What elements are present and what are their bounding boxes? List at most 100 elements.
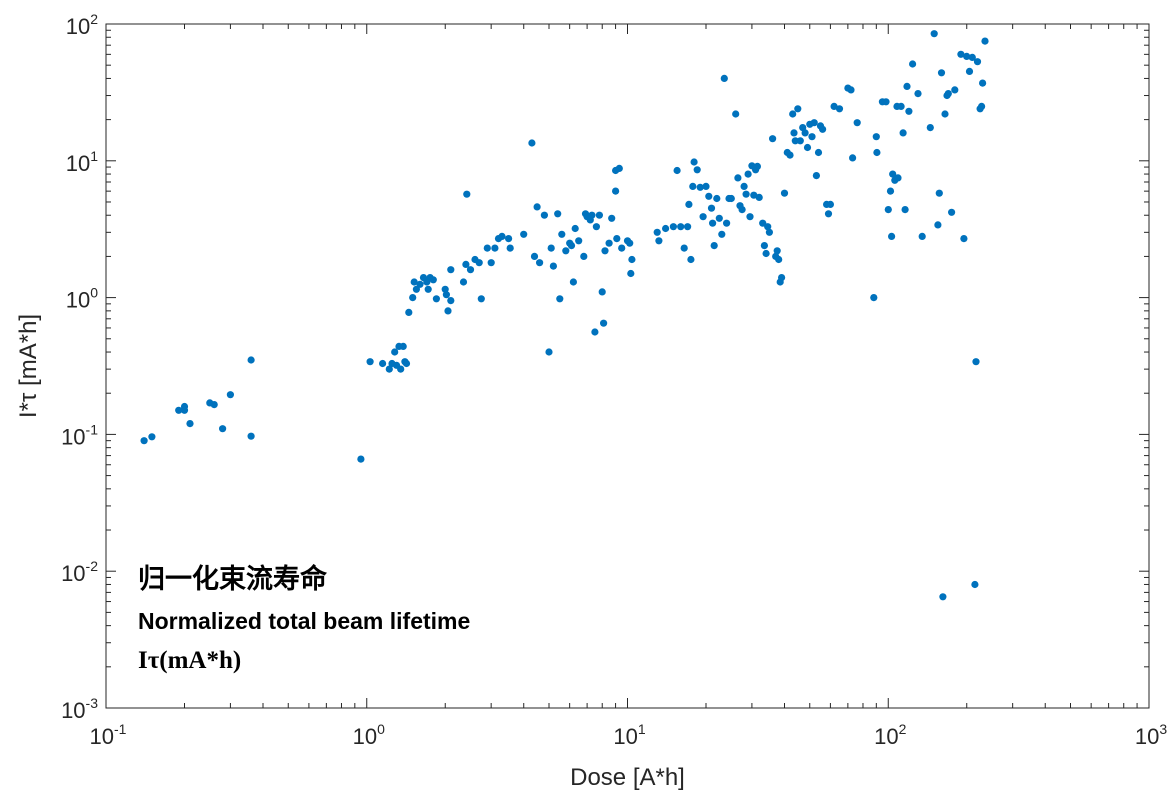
data-point [487, 259, 495, 267]
data-point [742, 190, 750, 198]
data-point [914, 90, 922, 98]
data-point [899, 129, 907, 137]
data-point [399, 342, 407, 350]
y-axis-label: I*τ [mA*h] [15, 314, 42, 418]
data-point [835, 105, 844, 113]
data-point [786, 151, 794, 159]
data-point [533, 203, 541, 211]
data-point [765, 228, 774, 236]
data-point [972, 358, 980, 366]
data-point [591, 328, 599, 336]
data-point [707, 204, 716, 212]
data-point [562, 247, 570, 255]
data-point [750, 191, 758, 199]
data-point [720, 74, 728, 82]
data-point [554, 210, 562, 218]
data-point [483, 244, 491, 252]
data-point [366, 358, 374, 366]
data-point [357, 455, 365, 463]
data-point [944, 90, 952, 98]
data-point [702, 182, 710, 190]
data-point [687, 255, 695, 264]
data-point [628, 255, 636, 264]
data-point [655, 237, 663, 245]
data-point [626, 239, 634, 247]
data-point [530, 252, 539, 260]
data-point [689, 182, 697, 190]
data-point [477, 295, 485, 303]
data-point [556, 295, 564, 303]
data-point [753, 162, 762, 170]
data-point [385, 365, 393, 373]
data-point [937, 69, 946, 77]
data-point [918, 232, 926, 240]
data-point [791, 137, 799, 145]
data-point [699, 213, 707, 221]
annotation-title-english: Normalized total beam lifetime [138, 608, 470, 634]
data-point [812, 172, 821, 180]
data-point [853, 119, 861, 127]
data-point [410, 278, 418, 286]
data-point [727, 194, 735, 203]
data-point [540, 211, 549, 219]
data-point [506, 244, 514, 252]
data-point [475, 259, 483, 267]
data-point [762, 249, 770, 258]
annotation-unit: Iτ(mA*h) [138, 647, 241, 674]
data-point [789, 110, 797, 118]
data-point [685, 200, 693, 208]
data-point [941, 110, 949, 118]
data-point [968, 53, 976, 62]
data-point [886, 187, 895, 195]
data-point [505, 235, 513, 243]
data-point [963, 52, 971, 61]
data-point [416, 280, 424, 288]
x-tick-labels: 10-1 100 101 102 103 [90, 721, 1168, 749]
data-point [760, 242, 769, 250]
data-point [824, 210, 833, 218]
data-point [738, 206, 746, 214]
data-point [680, 244, 688, 252]
data-point [734, 174, 742, 182]
data-point [677, 223, 685, 231]
data-point [186, 420, 194, 428]
data-point [775, 255, 783, 264]
data-point [247, 432, 255, 440]
data-point [965, 67, 974, 75]
data-point [939, 593, 947, 601]
data-point [971, 580, 979, 589]
data-point [545, 348, 553, 356]
data-point [459, 278, 468, 286]
data-point [684, 223, 692, 231]
data-point [409, 294, 417, 302]
data-point [713, 194, 721, 203]
data-point [575, 237, 583, 245]
data-point [148, 433, 156, 441]
x-tick-label: 102 [874, 721, 906, 749]
data-point [759, 219, 767, 227]
data-point [778, 274, 786, 282]
data-point [978, 102, 986, 110]
data-point [405, 308, 413, 316]
data-point [600, 319, 608, 327]
data-point [429, 276, 437, 284]
data-point [755, 193, 763, 201]
data-point [569, 278, 578, 286]
y-tick-labels: 10-3 10-2 10-1 100 101 102 [61, 11, 98, 723]
data-point [723, 219, 731, 227]
data-point [948, 208, 956, 216]
data-point [615, 164, 623, 172]
data-point [960, 235, 968, 243]
data-point [814, 148, 823, 157]
data-point [705, 192, 713, 200]
data-point [803, 143, 812, 152]
plot-area [106, 24, 1149, 708]
data-point [819, 125, 827, 133]
annotation-title-chinese: 归一化束流寿命 [138, 563, 328, 595]
data-point [491, 244, 499, 252]
data-point [558, 230, 566, 238]
data-point [210, 401, 218, 409]
data-point [391, 348, 399, 356]
x-tick-label: 10-1 [90, 721, 127, 749]
y-tick-label: 10-1 [61, 421, 98, 449]
